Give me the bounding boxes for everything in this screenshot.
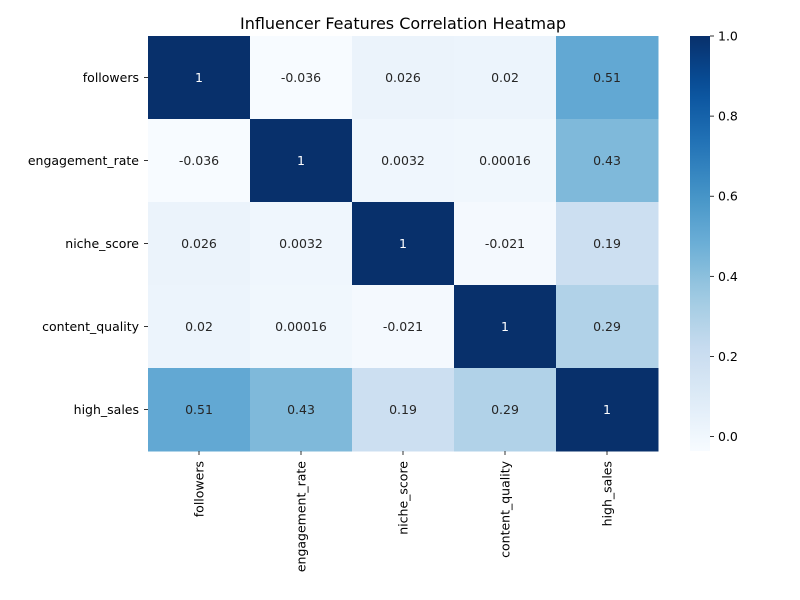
- colorbar-tick-label: 0.0: [718, 429, 738, 444]
- heatmap-cell: [352, 368, 455, 452]
- cell-value-label: 0.43: [593, 153, 621, 168]
- cell-value-label: 0.02: [491, 70, 519, 85]
- colorbar-tick-label: 0.6: [718, 189, 738, 204]
- cell-value-label: 0.0032: [381, 153, 425, 168]
- heatmap-cell: [454, 202, 557, 286]
- cell-value-label: -0.036: [281, 70, 321, 85]
- cell-value-label: 0.51: [593, 70, 621, 85]
- heatmap-cell: [556, 368, 659, 452]
- heatmap-cell: [250, 368, 353, 452]
- cell-value-label: 0.29: [491, 402, 519, 417]
- heatmap-cell: [148, 119, 251, 203]
- heatmap-cell: [250, 36, 353, 120]
- heatmap-cell: [454, 368, 557, 452]
- y-tick-label: high_sales: [74, 402, 139, 417]
- x-tick-label: niche_score: [396, 461, 411, 535]
- colorbar: 0.0 0.2 0.4 0.6 0.8 1.0: [690, 29, 738, 451]
- heatmap-cell: [352, 202, 455, 286]
- cell-value-label: 0.0032: [279, 236, 323, 251]
- x-tick-label: high_sales: [600, 461, 615, 526]
- heatmap-cell: [250, 285, 353, 369]
- heatmap-cell: [454, 36, 557, 120]
- x-tick-label: content_quality: [498, 460, 513, 557]
- cell-value-label: 0.02: [185, 319, 213, 334]
- cell-value-label: 0.19: [593, 236, 621, 251]
- y-tick-label: engagement_rate: [28, 153, 139, 168]
- cell-value-label: -0.021: [383, 319, 423, 334]
- colorbar-tick-label: 0.2: [718, 349, 738, 364]
- cell-value-label: 0.026: [385, 70, 421, 85]
- cell-value-label: 0.00016: [479, 153, 531, 168]
- x-tick-label: followers: [192, 461, 207, 517]
- cell-value-label: -0.036: [179, 153, 219, 168]
- y-tick-label: niche_score: [65, 236, 139, 251]
- heatmap-cell: [556, 119, 659, 203]
- cell-value-label: -0.021: [485, 236, 525, 251]
- colorbar-tick-label: 0.4: [718, 269, 738, 284]
- cell-value-label: 0.19: [389, 402, 417, 417]
- colorbar-gradient: [690, 36, 710, 451]
- heatmap-cell: [556, 202, 659, 286]
- cell-value-label: 0.43: [287, 402, 315, 417]
- heatmap-cells: 1 -0.036 0.026 0.02 0.51 -0.036 1 0.0032 0.00016…: [148, 36, 659, 452]
- heatmap-cell: [352, 285, 455, 369]
- cell-value-label: 1: [195, 70, 203, 85]
- cell-value-label: 1: [297, 153, 305, 168]
- heatmap-cell: [148, 36, 251, 120]
- heatmap-cell: [250, 119, 353, 203]
- cell-value-label: 1: [603, 402, 611, 417]
- colorbar-tick-label: 1.0: [718, 29, 738, 44]
- heatmap-cell: [148, 285, 251, 369]
- cell-value-label: 1: [399, 236, 407, 251]
- cell-value-label: 0.026: [181, 236, 217, 251]
- y-tick-label: content_quality: [42, 319, 139, 334]
- heatmap-cell: [556, 36, 659, 120]
- heatmap-cell: [250, 202, 353, 286]
- cell-value-label: 0.00016: [275, 319, 327, 334]
- cell-value-label: 0.29: [593, 319, 621, 334]
- heatmap-cell: [352, 36, 455, 120]
- x-tick-label: engagement_rate: [294, 461, 309, 572]
- y-tick-labels: followers engagement_rate niche_scoreconte…: [28, 70, 148, 417]
- x-tick-labels: followers engagement_rate niche_score conte…: [192, 451, 615, 572]
- y-tick-label: followers: [83, 70, 139, 85]
- heatmap-cell: [148, 202, 251, 286]
- heatmap-cell: [148, 368, 251, 452]
- cell-value-label: 0.51: [185, 402, 213, 417]
- heatmap-cell: [454, 285, 557, 369]
- colorbar-tick-label: 0.8: [718, 109, 738, 124]
- chart-title: Influencer Features Correlation Heatmap: [240, 14, 566, 33]
- cell-value-label: 1: [501, 319, 509, 334]
- heatmap-cell: [352, 119, 455, 203]
- heatmap-cell: [556, 285, 659, 369]
- heatmap-cell: [454, 119, 557, 203]
